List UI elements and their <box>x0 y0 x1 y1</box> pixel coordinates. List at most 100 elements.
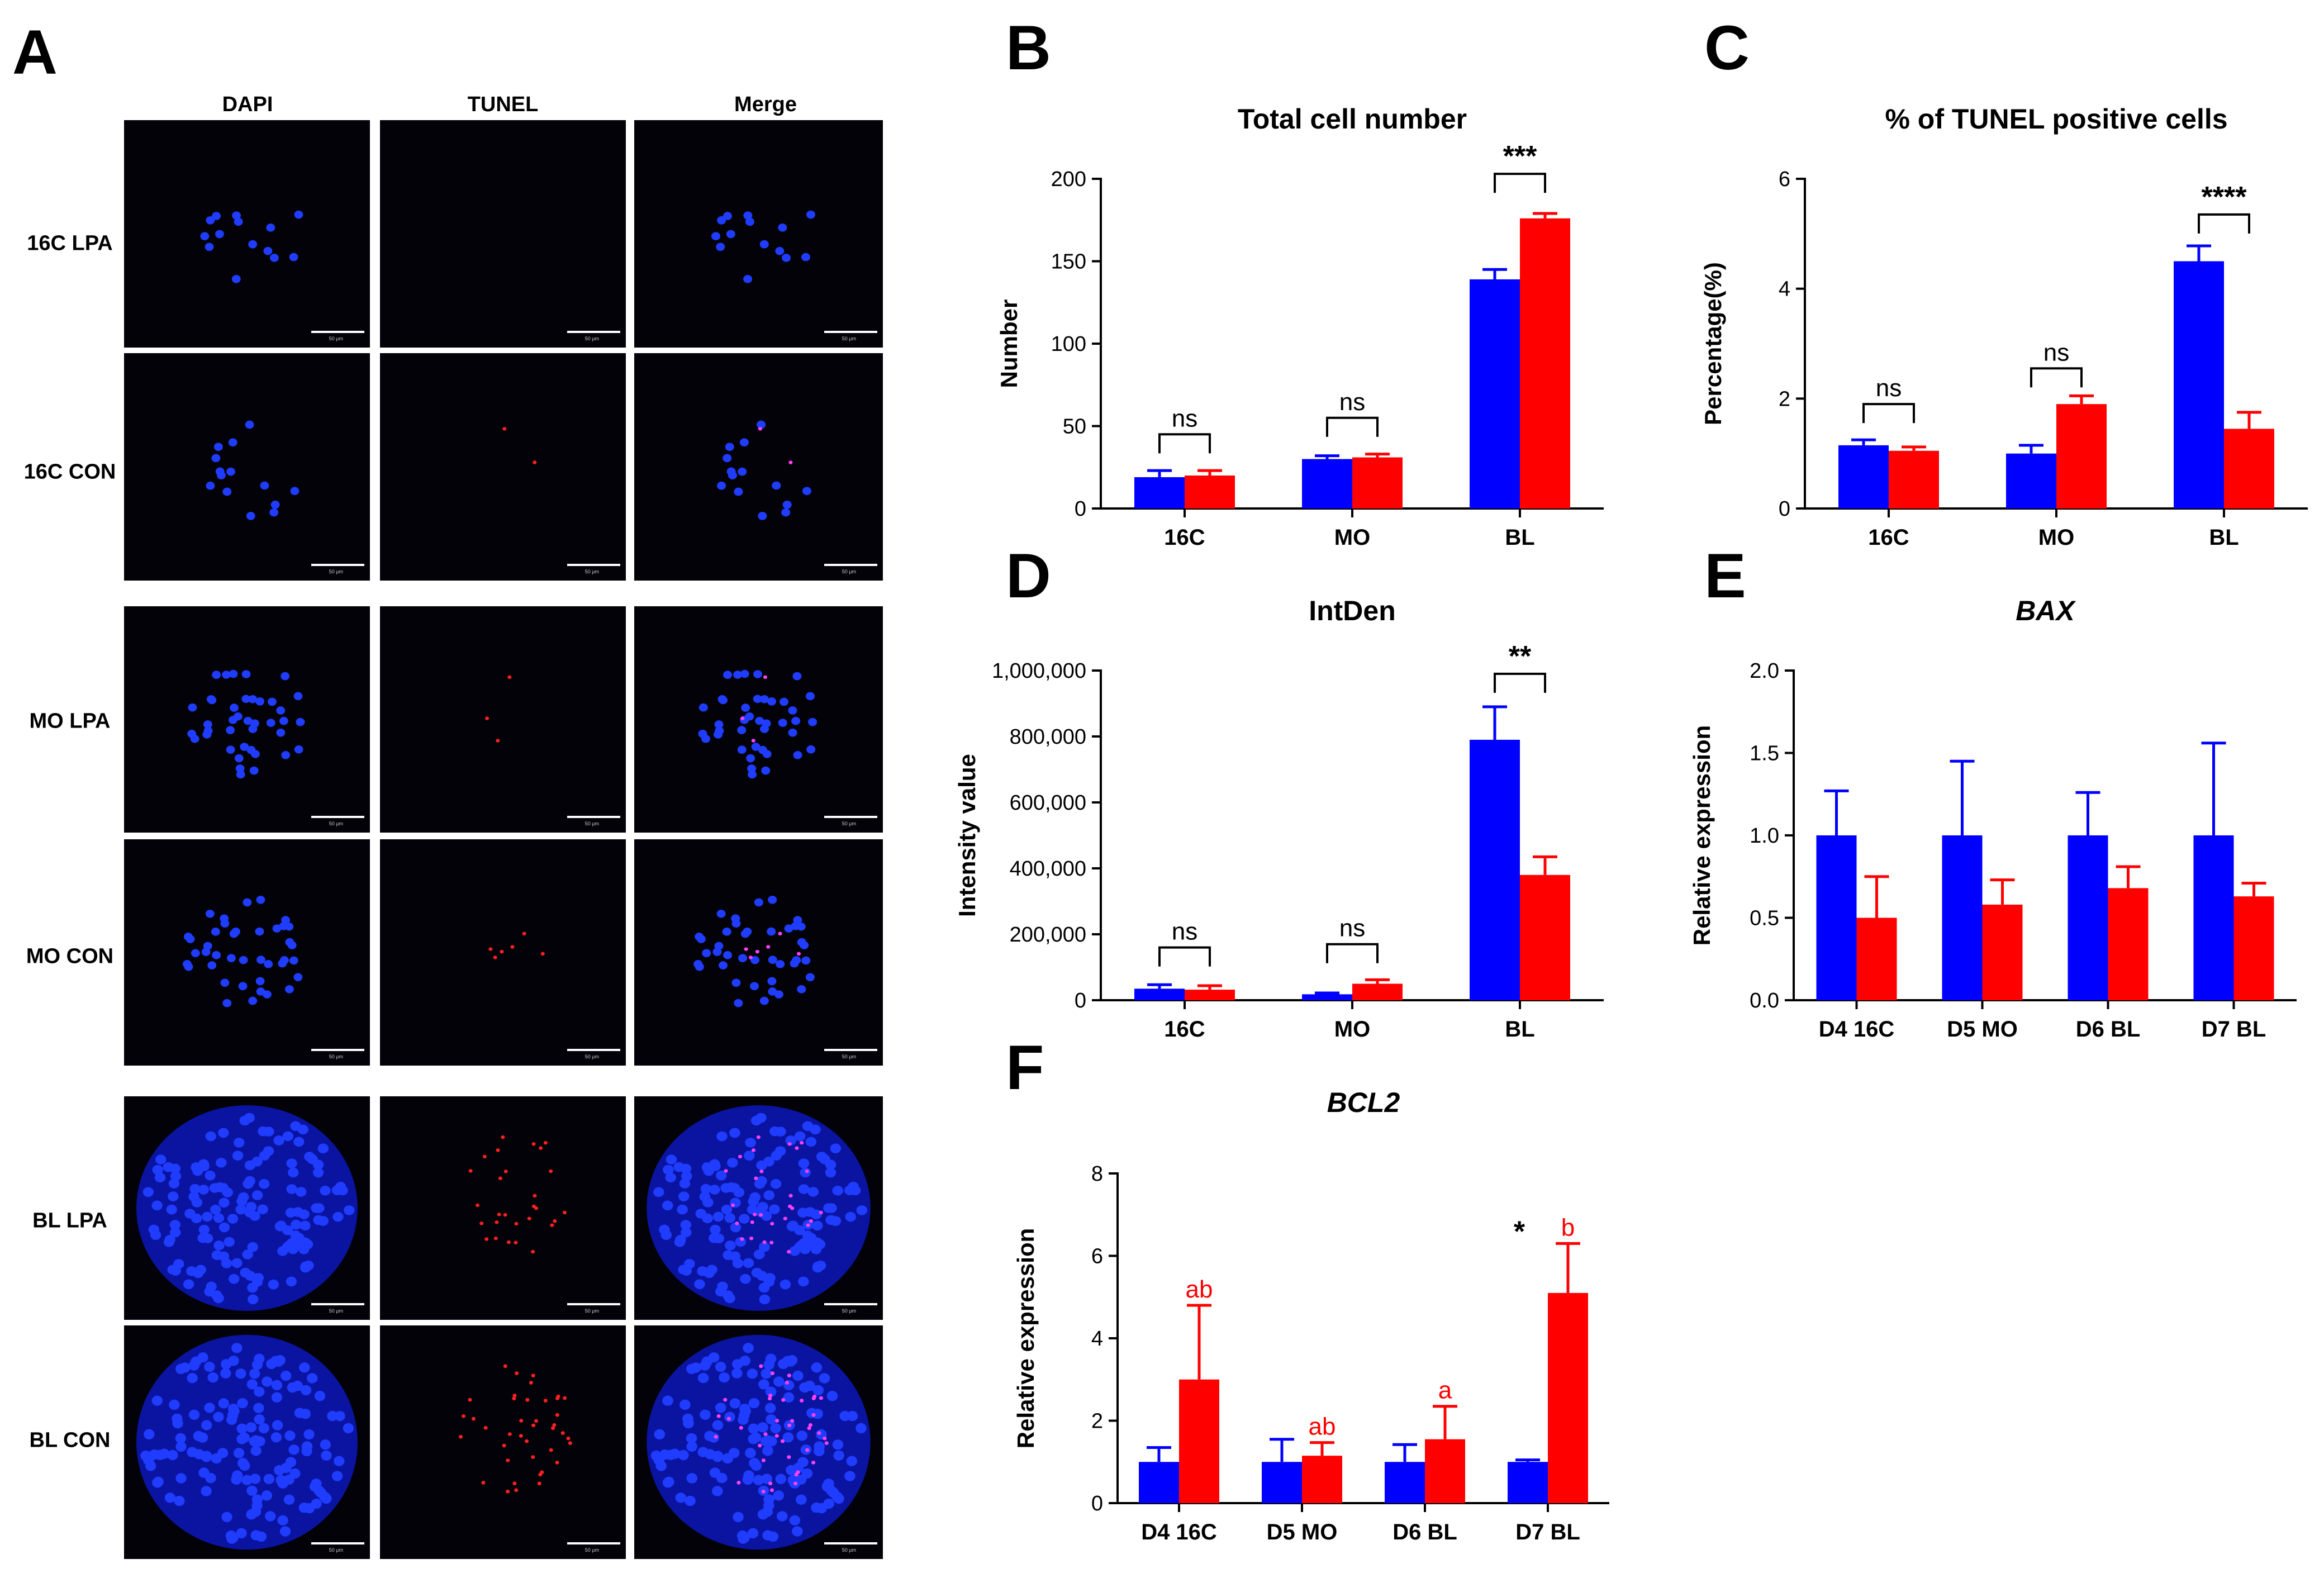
scale-label: 50 μm <box>584 1308 599 1314</box>
significance-label: ns <box>1339 388 1365 416</box>
y-tick-label: 0 <box>1075 989 1086 1013</box>
scale-bar <box>567 816 620 818</box>
y-axis-label: Number <box>996 300 1022 388</box>
scale-label: 50 μm <box>329 569 343 574</box>
row-label-mo-lpa: MO LPA <box>29 709 111 733</box>
chart-bax: BAX Relative expression 0.0 0.5 1.0 1.5 2.0 D4 … <box>1689 595 2297 1042</box>
bar-blue <box>1139 1462 1179 1503</box>
scale-bar <box>824 1542 877 1544</box>
significance-bracket <box>1862 403 1915 424</box>
y-axis-label: Relative expression <box>1013 1228 1039 1449</box>
chart-title: Total cell number <box>1238 103 1467 135</box>
significance-bracket <box>1158 433 1211 454</box>
microscopy-image: 50 μm <box>634 353 883 581</box>
bar-blue <box>1838 445 1889 508</box>
panel-letter-d: D <box>1006 541 1051 611</box>
x-tick-label: D5 MO <box>1267 1520 1338 1544</box>
bar-red <box>1352 457 1403 508</box>
microscopy-image: 50 μm <box>634 1325 883 1559</box>
x-tick-label: BL <box>1505 525 1534 550</box>
y-tick-label: 0.0 <box>1750 989 1779 1013</box>
y-tick-label: 8 <box>1091 1162 1103 1186</box>
row-label-16c-lpa: 16C LPA <box>27 231 113 255</box>
y-tick-label: 4 <box>1779 278 1790 301</box>
x-tick-label: D4 16C <box>1141 1520 1217 1544</box>
scale-label: 50 μm <box>584 569 599 574</box>
x-tick-label: 16C <box>1164 1017 1205 1042</box>
scale-bar <box>311 564 364 566</box>
bar-blue <box>1262 1462 1302 1503</box>
significance-bracket <box>1158 946 1211 967</box>
scale-bar <box>567 1542 620 1544</box>
scale-label: 50 μm <box>842 1308 856 1314</box>
bar-blue <box>1508 1462 1548 1503</box>
microscopy-image: 50 μm <box>124 606 370 833</box>
bar-red <box>2056 404 2107 508</box>
bar-blue <box>1470 279 1520 508</box>
y-tick-label: 6 <box>1091 1245 1103 1268</box>
panel-letter-c: C <box>1704 13 1750 83</box>
y-tick-label: 600,000 <box>1010 791 1086 815</box>
significance-bracket <box>2030 367 2083 388</box>
y-tick-label: 1.0 <box>1750 824 1779 848</box>
significance-bracket <box>1494 173 1546 193</box>
bar-blue <box>1470 739 1520 1000</box>
y-axis-label: Percentage(%) <box>1700 262 1726 425</box>
microscopy-image: 50 μm <box>380 1096 626 1320</box>
chart-total-cell-number: Total cell number Number 0 50 100 150 200 16C MO… <box>996 103 1604 550</box>
bar-blue <box>1942 835 1983 1000</box>
x-tick-label: D6 BL <box>2076 1017 2141 1042</box>
significance-label: ns <box>1876 374 1902 402</box>
bar-red <box>1185 990 1235 1000</box>
bar-red <box>1185 476 1235 508</box>
scale-label: 50 μm <box>842 1547 856 1553</box>
bar-blue <box>2174 261 2224 508</box>
y-tick-label: 200,000 <box>1010 923 1086 947</box>
y-tick-label: 1.5 <box>1750 742 1779 766</box>
x-tick-label: BL <box>1505 1017 1534 1042</box>
scale-bar <box>824 564 877 566</box>
significance-bracket <box>1326 943 1379 963</box>
scale-label: 50 μm <box>329 1547 343 1553</box>
y-tick-label: 0.5 <box>1750 907 1779 930</box>
bar-blue <box>1385 1462 1425 1503</box>
column-header-merge: Merge <box>734 93 797 116</box>
x-tick-label: D5 MO <box>1947 1017 2018 1042</box>
bar-red <box>1889 450 1939 508</box>
bar-red <box>1520 874 1570 1000</box>
group-letter: a <box>1438 1377 1452 1404</box>
microscopy-image: 50 μm <box>380 606 626 833</box>
scale-bar <box>311 1542 364 1544</box>
significance-label: ns <box>1172 405 1197 432</box>
y-tick-label: 0 <box>1091 1492 1103 1515</box>
y-tick-label: 400,000 <box>1010 857 1086 881</box>
scale-label: 50 μm <box>842 1054 856 1059</box>
chart-tunel-positive: % of TUNEL positive cells Percentage(%) 0 2… <box>1700 103 2308 550</box>
significance-bracket <box>1326 416 1379 437</box>
chart-intden: IntDen Intensity value 0 200,000 400,000 600,… <box>954 595 1604 1042</box>
x-tick-label: BL <box>2209 525 2239 550</box>
row-label-bl-con: BL CON <box>29 1428 111 1452</box>
y-tick-label: 4 <box>1091 1327 1103 1351</box>
microscopy-image: 50 μm <box>380 1325 626 1559</box>
panel-letter-e: E <box>1704 541 1746 611</box>
scale-bar <box>311 816 364 818</box>
group-letter: b <box>1561 1214 1575 1241</box>
bar-red <box>2224 429 2274 508</box>
bar-red <box>1425 1439 1465 1503</box>
scale-label: 50 μm <box>842 569 856 574</box>
scale-bar <box>311 1049 364 1051</box>
bar-red <box>1548 1292 1588 1503</box>
y-tick-label: 0 <box>1779 497 1790 521</box>
scale-label: 50 μm <box>329 1054 343 1059</box>
scale-bar <box>311 331 364 333</box>
bar-blue <box>2006 453 2056 508</box>
panel-letter-b: B <box>1006 13 1051 83</box>
scale-bar <box>824 1049 877 1051</box>
significance-label: ns <box>2043 339 2069 366</box>
significance-bracket <box>1494 672 1546 693</box>
x-tick-label: MO <box>2038 525 2074 550</box>
x-tick-label: D7 BL <box>2202 1017 2266 1042</box>
microscopy-image: 50 μm <box>380 839 626 1066</box>
significance-label: *** <box>1503 140 1537 173</box>
